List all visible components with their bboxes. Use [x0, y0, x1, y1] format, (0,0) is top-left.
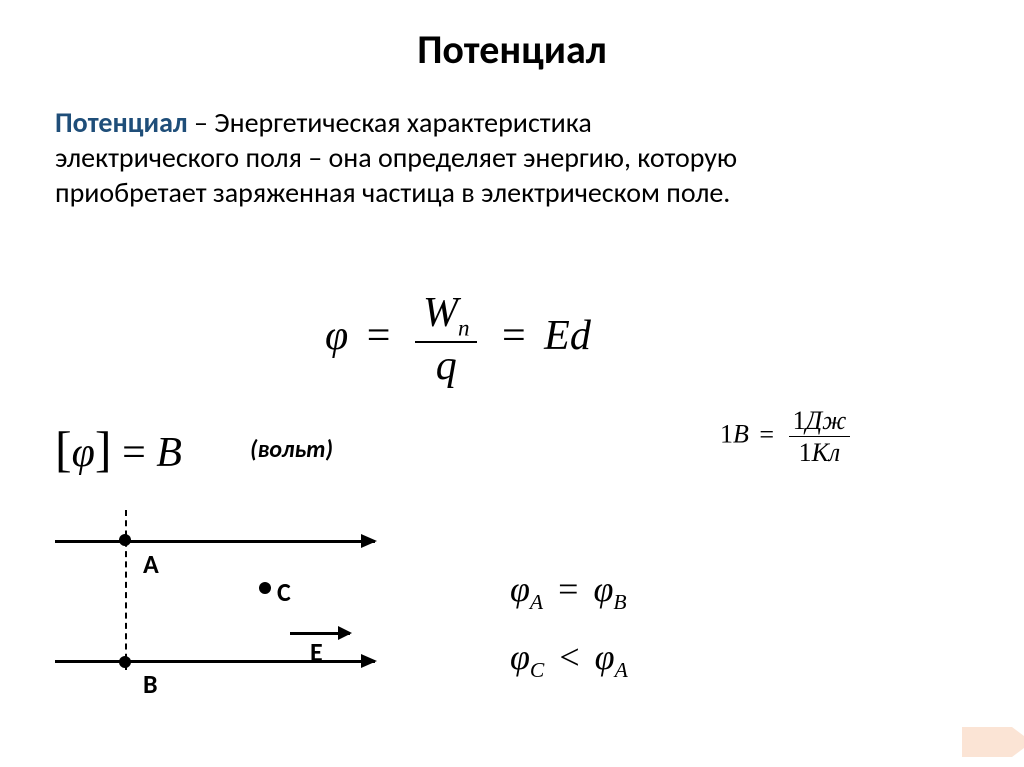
point-b [119, 656, 131, 668]
field-line-bottom [55, 660, 375, 663]
label-a: A [143, 548, 159, 580]
field-diagram: A B C E [55, 520, 395, 700]
num-sub: n [458, 314, 470, 340]
definition-paragraph: Потенциал – Энергетическая характеристик… [55, 105, 755, 210]
uc-num: 1Дж [789, 405, 851, 437]
formula-eq1: = [367, 313, 391, 359]
formula-E: E [544, 313, 570, 359]
unit-box: [φ] = B [55, 420, 182, 478]
uc-fraction: 1Дж 1Кл [789, 405, 851, 468]
arrowhead-icon [361, 534, 377, 548]
formula-eq2: = [502, 313, 526, 359]
label-c: C [277, 576, 291, 608]
num-sym: W [423, 290, 458, 336]
page-title: Потенциал [0, 25, 1024, 74]
unit-label: (вольт) [250, 435, 333, 464]
arrowhead-icon [338, 626, 352, 640]
arrowhead-icon [361, 654, 377, 668]
bracket-open: [ [55, 421, 72, 477]
label-b: B [143, 668, 158, 700]
label-e: E [310, 636, 323, 668]
point-a [119, 534, 131, 546]
main-formula: φ = Wn q = Ed [325, 290, 591, 389]
relations-block: φA = φB φC < φA [510, 555, 628, 692]
field-line-top [55, 540, 375, 543]
formula-numerator: Wn [415, 290, 478, 343]
formula-denominator: q [415, 343, 478, 389]
formula-d: d [570, 313, 591, 359]
unit-value: B [156, 430, 182, 476]
relation-1: φA = φB [510, 555, 628, 623]
formula-fraction: Wn q [415, 290, 478, 389]
uc-lhs-unit: B [733, 420, 749, 449]
formula-phi: φ [325, 313, 348, 359]
relation-2: φC < φA [510, 623, 628, 691]
unit-conversion: 1B = 1Дж 1Кл [720, 405, 854, 468]
point-c [259, 582, 271, 594]
next-arrow-button[interactable] [962, 727, 1012, 757]
e-vector [290, 632, 350, 635]
unit-symbol: φ [72, 430, 95, 476]
bracket-close: ] [95, 421, 112, 477]
uc-den: 1Кл [789, 437, 851, 468]
slide: Потенциал Потенциал – Энергетическая хар… [0, 0, 1024, 767]
uc-lhs-num: 1 [720, 420, 733, 449]
term-potential: Потенциал [55, 105, 188, 140]
